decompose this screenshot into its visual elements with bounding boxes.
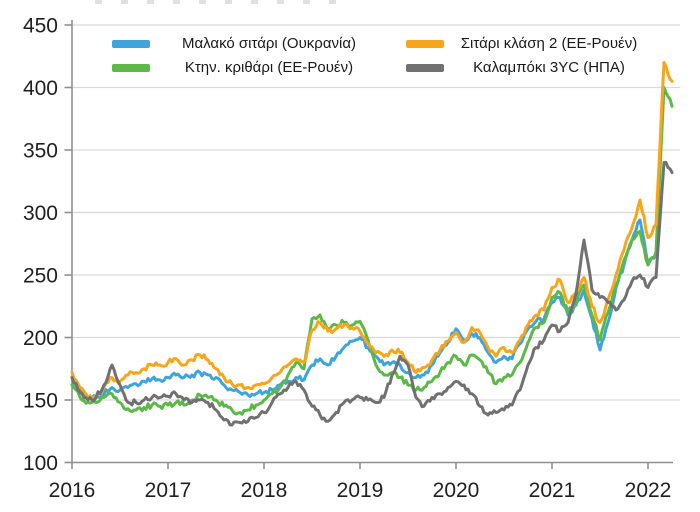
y-axis-label-200: 200 [23,327,58,350]
y-axis-label-400: 400 [23,77,58,100]
x-axis-label-2020: 2020 [433,479,480,502]
y-axis-label-450: 450 [23,15,58,38]
legend-item-soft-wheat-ukraine: Μαλακό σιτάρι (Ουκρανία) [112,35,378,53]
x-axis-label-2018: 2018 [241,479,288,502]
legend-item-wheat-class2-rouen: Σιτάρι κλάση 2 (ΕΕ-Ρουέν) [406,35,644,53]
y-axis-label-350: 350 [23,140,58,163]
legend-label: Καλαμπόκι 3YC (ΗΠΑ) [473,58,625,76]
y-axis-label-150: 150 [23,390,58,413]
x-axis-label-2017: 2017 [145,479,192,502]
maize-3yc-legend-swatch [406,63,444,72]
series-line-3 [70,160,674,427]
chart-legend: Μαλακό σιτάρι (Ουκρανία) Σιτάρι κλάση 2 … [112,35,644,77]
legend-label: Σιτάρι κλάση 2 (ΕΕ-Ρουέν) [460,35,638,52]
x-axis-label-2016: 2016 [49,479,96,502]
legend-label: Μαλακό σιτάρι (Ουκρανία) [181,35,357,52]
soft-wheat-legend-swatch [112,40,150,49]
y-axis-label-100: 100 [23,452,58,475]
y-axis-label-250: 250 [23,265,58,288]
x-axis-label-2022: 2022 [625,479,672,502]
legend-label: Κτην. κριθάρι (ΕΕ-Ρουέν) [184,58,354,76]
wheat-class2-legend-swatch [406,40,444,49]
legend-item-feed-barley-rouen: Κτην. κριθάρι (ΕΕ-Ρουέν) [112,58,378,77]
legend-item-maize-3yc-usa: Καλαμπόκι 3YC (ΗΠΑ) [406,58,644,77]
x-axis-label-2021: 2021 [529,479,576,502]
x-axis-label-2019: 2019 [337,479,384,502]
y-axis-label-300: 300 [23,202,58,225]
feed-barley-legend-swatch [112,63,150,72]
series-line-2 [70,61,674,401]
cropped-title-remnant [95,0,350,4]
